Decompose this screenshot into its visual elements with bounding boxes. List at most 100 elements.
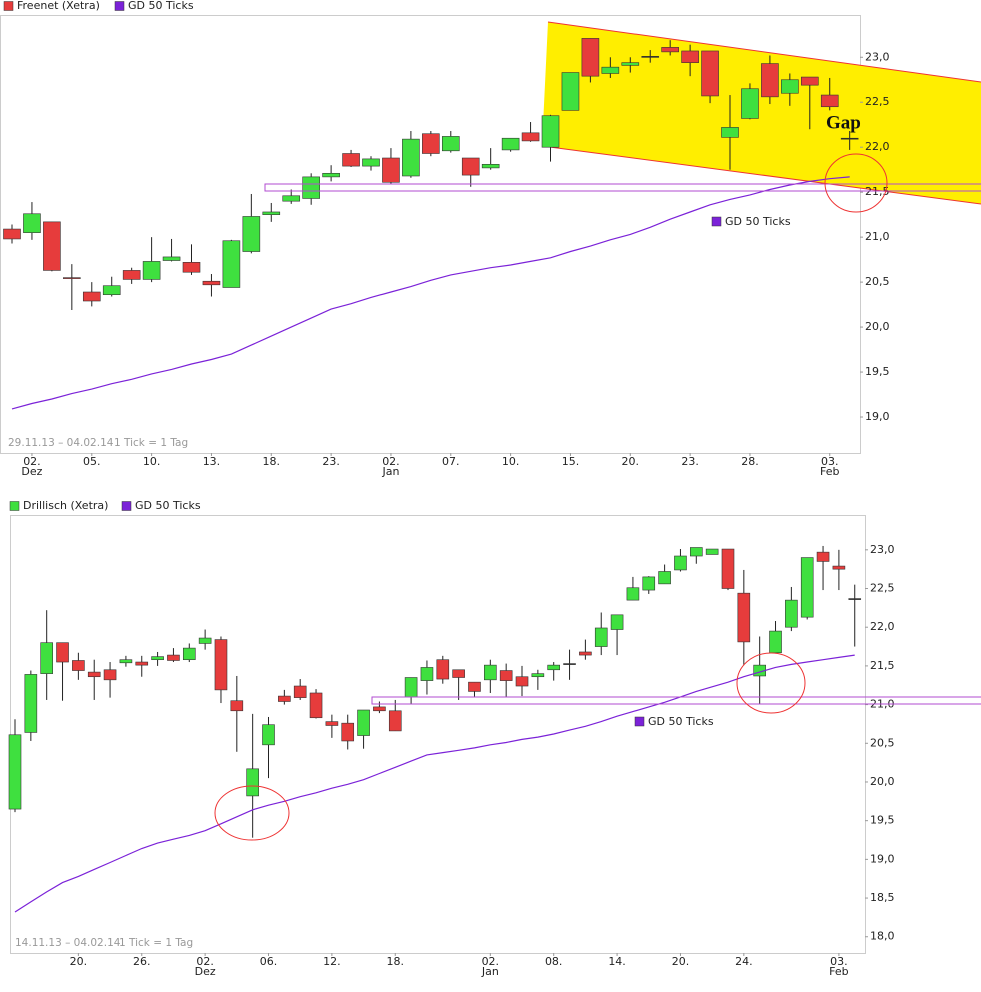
candle-body (621, 62, 640, 66)
y-tick-label: 20,5 (865, 275, 890, 288)
candle-body (3, 228, 21, 240)
candle-body (404, 677, 418, 698)
y-tick-label: 21,5 (865, 185, 890, 198)
candle-body (167, 654, 180, 661)
candle-body (382, 157, 400, 183)
y-tick-label: 20,0 (865, 320, 890, 333)
candle-body (56, 642, 69, 663)
candle-body (721, 548, 735, 589)
candle-body (214, 639, 228, 691)
candle-body (24, 674, 38, 733)
candle-body (769, 630, 782, 654)
x-tick-label: 28. (741, 455, 759, 468)
x-tick-label: 15. (562, 455, 580, 468)
x-tick-label: 10. (143, 455, 161, 468)
candle-body (820, 94, 839, 108)
channel-top (547, 21, 981, 83)
candle-body (563, 663, 576, 665)
support-band (371, 696, 981, 705)
candle-body (515, 676, 529, 687)
candle-body (737, 592, 751, 643)
x-tick-label: 26. (133, 955, 151, 968)
legend-swatch (114, 1, 125, 11)
candle-body (151, 656, 164, 661)
candle-body (72, 660, 85, 671)
y-tick-label: 22,0 (865, 140, 890, 153)
candle-body (579, 651, 592, 656)
candle-body (222, 240, 241, 288)
x-tick-label: 23. (681, 455, 699, 468)
candle-body (674, 555, 687, 571)
gap-label: Gap (826, 112, 861, 133)
y-tick-label: 23,0 (865, 50, 890, 63)
tick-note: 1 Tick = 1 Tag (119, 937, 193, 949)
tick-note: 1 Tick = 1 Tag (114, 437, 188, 449)
candle-body (658, 571, 671, 585)
candle-body (689, 547, 703, 557)
y-tick-label: 20,5 (870, 736, 895, 749)
candle-body (547, 664, 561, 671)
candle-body (816, 551, 830, 562)
x-tick-month: Dez (21, 465, 42, 478)
candle-body (761, 63, 779, 98)
candle-body (521, 132, 540, 142)
candle-body (840, 137, 859, 140)
plot-frame (10, 515, 866, 954)
legend-label: GD 50 Ticks (128, 0, 194, 12)
x-tick-month: Feb (829, 965, 848, 978)
candle-body (242, 216, 261, 252)
y-tick-label: 18,0 (870, 930, 895, 943)
support-band (264, 183, 981, 192)
candle-body (325, 721, 339, 726)
candle-body (362, 158, 380, 167)
x-tick-label: 03. (830, 955, 848, 968)
candle-body (499, 670, 513, 681)
legend-label: Freenet (Xetra) (17, 0, 100, 12)
touch-circle (214, 785, 290, 841)
candle-body (182, 262, 201, 273)
x-tick-label: 13. (203, 455, 221, 468)
y-tick-label: 23,0 (870, 543, 895, 556)
candle-body (278, 695, 291, 702)
x-tick-month: Feb (820, 465, 839, 478)
x-tick-label: 08. (545, 955, 563, 968)
channel-bottom (541, 145, 981, 205)
overlay: Gap GD 50 Ticks GD 50 Ticks 29.11.13 – 0… (8, 112, 981, 949)
x-tick-label: 06. (260, 955, 278, 968)
x-tick-label: 23. (322, 455, 340, 468)
line-label: GD 50 Ticks (725, 215, 791, 228)
candle-body (102, 285, 121, 296)
candle-body (501, 137, 520, 151)
x-tick-label: 14. (608, 955, 626, 968)
candle-body (23, 213, 41, 233)
x-tick-label: 02. (196, 955, 214, 968)
y-tick-label: 18,5 (870, 891, 895, 904)
candle-body (388, 710, 402, 732)
candle-body (484, 664, 497, 681)
x-tick-month: Jan (381, 465, 399, 478)
candle-body (43, 221, 61, 271)
candle-body (642, 576, 656, 591)
candle-body (40, 642, 53, 674)
candle-body (641, 56, 660, 58)
candle-body (721, 127, 739, 138)
candle-body (182, 647, 196, 661)
marks: 19,019,520,020,521,021,522,022,523,002.D… (3, 0, 895, 978)
candle-body (282, 195, 301, 202)
candle-body (246, 768, 259, 797)
candle-body (293, 685, 307, 698)
candle-body (63, 277, 81, 279)
period: 29.11.13 – 04.02.14 (8, 437, 114, 449)
candle-body (422, 133, 440, 154)
candle-body (741, 88, 759, 119)
y-tick-label: 19,0 (870, 852, 895, 865)
candle-body (800, 557, 814, 618)
x-tick-label: 10. (502, 455, 520, 468)
x-tick-label: 12. (323, 955, 341, 968)
y-tick-label: 19,0 (865, 410, 890, 423)
x-tick-label: 02. (482, 955, 500, 968)
y-tick-label: 19,5 (865, 365, 890, 378)
touch-circle (736, 652, 806, 714)
candle-body (373, 706, 386, 712)
